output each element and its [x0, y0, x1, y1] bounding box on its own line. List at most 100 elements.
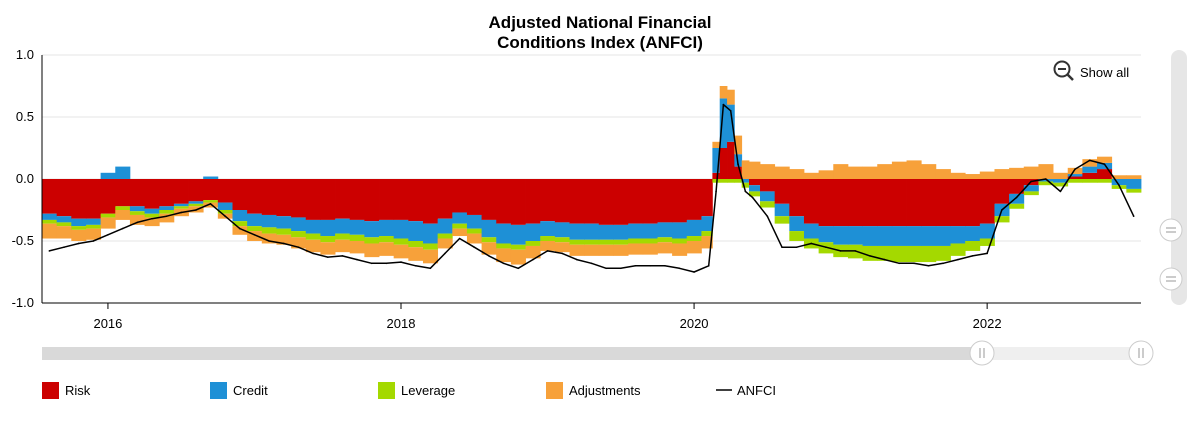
x-tick-label: 2018 — [387, 316, 416, 331]
navigator-selected-range[interactable] — [982, 347, 1141, 360]
vertical-scroll-handle-bottom[interactable] — [1159, 267, 1183, 291]
legend-label: Credit — [233, 383, 268, 398]
bar-leverage — [261, 227, 277, 234]
bar-risk — [979, 179, 995, 224]
bar-risk — [1097, 169, 1113, 179]
point-anfci — [620, 267, 622, 270]
bar-credit — [1023, 185, 1039, 192]
bar-adjustments — [379, 242, 395, 256]
bar-adjustments — [862, 166, 878, 179]
bar-credit — [1067, 174, 1083, 177]
bar-credit — [188, 201, 204, 204]
bar-risk — [657, 179, 673, 223]
bar-credit — [774, 203, 790, 217]
bar-credit — [159, 206, 175, 210]
bar-leverage — [42, 219, 58, 224]
bar-adjustments — [496, 248, 512, 263]
legend-item-risk[interactable]: Risk — [42, 382, 91, 399]
bar-adjustments — [613, 244, 629, 256]
bar-leverage — [247, 226, 263, 232]
bar-credit — [422, 223, 439, 244]
legend-item-leverage[interactable]: Leverage — [378, 382, 455, 399]
navigator-handle-left[interactable] — [969, 340, 995, 366]
bar-adjustments — [921, 164, 937, 179]
point-anfci — [883, 258, 886, 261]
bar-risk — [760, 179, 776, 192]
bar-credit — [71, 218, 87, 227]
bar-adjustments — [760, 164, 776, 179]
bar-adjustments — [247, 231, 263, 241]
bar-adjustments — [1082, 159, 1098, 167]
show-all-button[interactable]: Show all — [1053, 60, 1130, 81]
point-anfci — [473, 246, 476, 248]
point-anfci — [532, 258, 534, 261]
bar-credit — [540, 221, 556, 237]
legend-item-adjustments[interactable]: Adjustments — [546, 382, 641, 399]
bar-credit — [496, 223, 512, 244]
point-anfci — [400, 261, 402, 263]
bar-risk — [261, 179, 277, 215]
bar-leverage — [422, 243, 439, 250]
y-tick-label: -0.5 — [12, 233, 34, 248]
bar-leverage — [217, 210, 233, 214]
bar-adjustments — [71, 229, 87, 241]
bar-risk — [569, 179, 585, 224]
y-tick-label: 0.0 — [16, 171, 34, 186]
point-anfci — [766, 215, 769, 217]
bar-leverage — [1067, 179, 1083, 183]
bar-risk — [525, 179, 541, 224]
bar-risk — [129, 179, 145, 207]
range-navigator[interactable] — [42, 340, 1154, 366]
point-anfci — [165, 215, 168, 217]
bar-credit — [935, 226, 951, 246]
bar-leverage — [437, 233, 453, 239]
bar-adjustments — [408, 247, 424, 261]
bar-adjustments — [100, 217, 116, 229]
bar-leverage — [173, 206, 189, 209]
chart-title-line-1: Adjusted National Financial — [489, 13, 712, 32]
bar-adjustments — [1023, 166, 1039, 179]
point-anfci — [1015, 196, 1018, 199]
legend-item-anfci[interactable]: ANFCI — [716, 383, 776, 398]
bar-credit — [525, 223, 541, 241]
bar-credit — [1111, 179, 1127, 186]
bar-credit — [554, 222, 570, 238]
bar-leverage — [510, 244, 526, 250]
bar-credit — [657, 222, 673, 238]
bar-risk — [42, 179, 58, 214]
bar-risk — [862, 179, 878, 227]
bar-leverage — [71, 226, 87, 230]
bar-credit — [701, 216, 713, 232]
vertical-scroll-handle-top[interactable] — [1159, 218, 1183, 242]
point-anfci — [239, 227, 241, 230]
legend-item-credit[interactable]: Credit — [210, 382, 268, 399]
point-anfci — [1132, 215, 1135, 217]
point-anfci — [854, 250, 857, 252]
vertical-scrollbar[interactable] — [1159, 50, 1187, 305]
bar-adjustments — [891, 161, 907, 179]
point-anfci — [1044, 178, 1047, 180]
bar-leverage — [496, 243, 512, 249]
bar-risk — [584, 179, 600, 224]
bar-leverage — [203, 200, 219, 203]
bar-leverage — [657, 237, 673, 243]
bar-leverage — [921, 245, 937, 263]
bar-risk — [994, 179, 1010, 204]
bar-credit — [727, 104, 735, 142]
bar-credit — [818, 226, 834, 243]
navigator-track — [42, 347, 1141, 360]
bar-credit — [305, 219, 321, 234]
bar-credit — [965, 226, 981, 241]
navigator-handle-right[interactable] — [1128, 340, 1154, 366]
bar-credit — [921, 226, 937, 246]
bar-adjustments — [1009, 167, 1025, 179]
point-anfci — [107, 234, 109, 236]
point-anfci — [151, 217, 153, 220]
bar-credit — [129, 206, 145, 212]
bar-risk — [85, 179, 102, 219]
bar-leverage — [891, 245, 907, 263]
bar-credit — [672, 222, 688, 239]
bar-credit — [100, 172, 116, 179]
bar-adjustments — [1067, 167, 1083, 175]
